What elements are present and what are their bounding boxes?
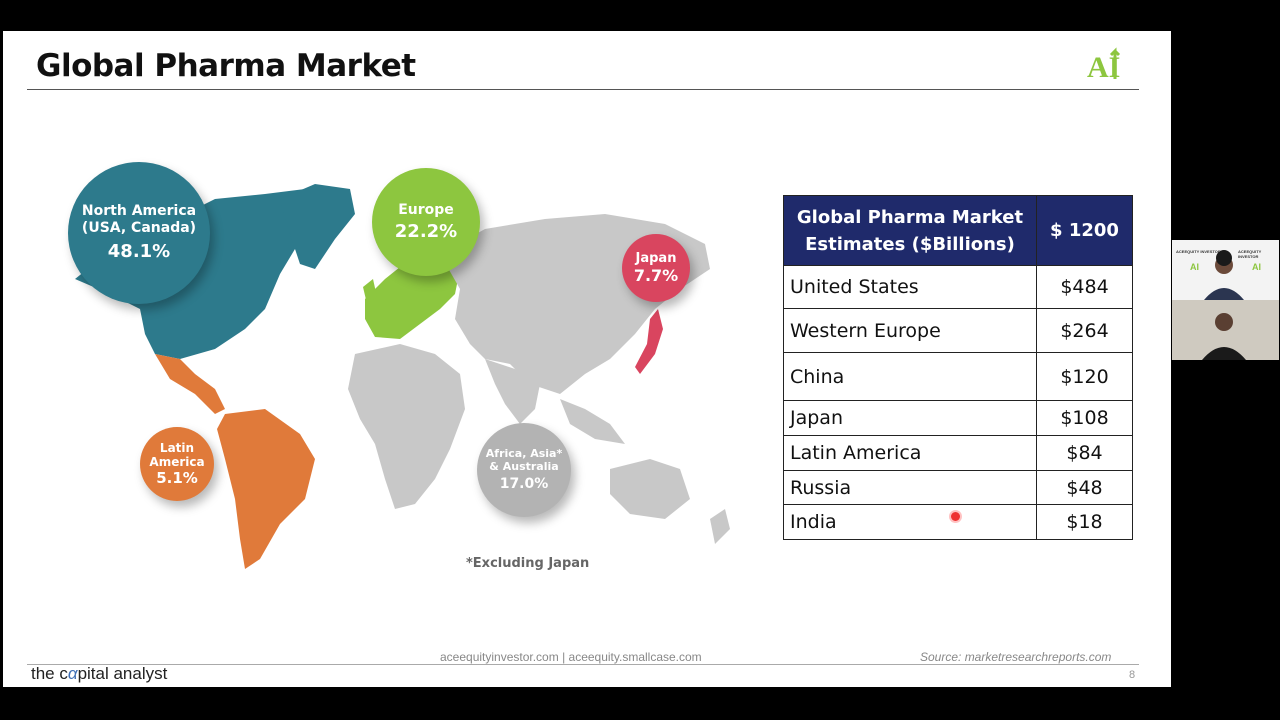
slide-title: Global Pharma Market xyxy=(36,48,416,84)
row-value: $120 xyxy=(1036,352,1133,401)
row-label: Western Europe xyxy=(783,308,1037,353)
page-number: 8 xyxy=(1129,669,1136,681)
japan-label: Japan xyxy=(635,250,677,266)
africa-asia-label: Africa, Asia* xyxy=(485,446,563,460)
webcam-tile-guest[interactable] xyxy=(1172,300,1279,360)
row-label: China xyxy=(783,352,1037,401)
table-header-label: Global Pharma Market Estimates ($Billion… xyxy=(783,195,1037,266)
row-label: United States xyxy=(783,265,1037,309)
map-japan xyxy=(635,309,663,374)
laser-pointer-icon xyxy=(951,512,960,521)
row-label: Japan xyxy=(783,400,1037,436)
cam-banner-text: ACEEQUITY INVESTOR xyxy=(1176,249,1221,254)
table-row: Japan $108 xyxy=(783,400,1133,436)
map-africa xyxy=(348,344,465,509)
table-row: India $18 xyxy=(783,504,1133,540)
map-south-america xyxy=(217,409,315,569)
table-row: China $120 xyxy=(783,352,1133,401)
latin-america-sublabel: America xyxy=(149,455,205,469)
brand-post: pital analyst xyxy=(77,664,168,683)
slide: Global Pharma Market AI North Ame xyxy=(3,31,1171,687)
latin-america-pct: 5.1% xyxy=(156,469,198,488)
brand-alpha: α xyxy=(67,664,78,683)
row-value: $484 xyxy=(1036,265,1133,309)
latin-america-bubble: Latin America 5.1% xyxy=(140,427,214,501)
row-label: Russia xyxy=(783,470,1037,505)
cam-logo-left: AI xyxy=(1190,262,1199,272)
footer-divider xyxy=(27,664,1139,665)
map-india xyxy=(485,359,540,424)
north-america-sublabel: (USA, Canada) xyxy=(81,220,197,237)
footer-source: Source: marketresearchreports.com xyxy=(920,650,1112,664)
host-avatar-icon xyxy=(1204,250,1244,300)
map-north-america xyxy=(75,189,335,359)
table-header-value: $ 1200 xyxy=(1036,195,1133,266)
row-value: $48 xyxy=(1036,470,1133,505)
table-row: Russia $48 xyxy=(783,470,1133,505)
world-map xyxy=(75,184,730,569)
japan-bubble: Japan 7.7% xyxy=(622,234,690,302)
latin-america-label: Latin xyxy=(159,440,195,455)
africa-asia-bubble: Africa, Asia* & Australia 17.0% xyxy=(477,423,571,517)
map-greenland xyxy=(280,184,355,269)
europe-bubble: Europe 22.2% xyxy=(372,168,480,276)
map-central-america xyxy=(155,354,225,414)
cam-banner-text-2: ACEEQUITY INVESTOR xyxy=(1238,249,1262,259)
row-value: $18 xyxy=(1036,504,1133,540)
table-row: Western Europe $264 xyxy=(783,308,1133,353)
map-europe xyxy=(365,254,460,339)
table-header-row: Global Pharma Market Estimates ($Billion… xyxy=(783,195,1133,266)
map-australia xyxy=(610,459,690,519)
japan-pct: 7.7% xyxy=(633,266,679,286)
footer-links: aceequityinvestor.com | aceequity.smallc… xyxy=(440,650,702,664)
footnote: *Excluding Japan xyxy=(466,556,590,571)
ace-logo-icon: AI xyxy=(1087,47,1120,83)
north-america-pct: 48.1% xyxy=(107,241,171,262)
row-value: $108 xyxy=(1036,400,1133,436)
brand-wordmark: the cαpital analyst xyxy=(31,664,167,684)
brand-pre: the c xyxy=(31,664,68,683)
africa-asia-sublabel: & Australia xyxy=(489,460,559,474)
map-new-zealand xyxy=(710,509,730,544)
row-label: India xyxy=(783,504,1037,540)
europe-label: Europe xyxy=(398,201,454,218)
table-row: Latin America $84 xyxy=(783,435,1133,471)
africa-asia-pct: 17.0% xyxy=(499,476,549,493)
north-america-label: North America xyxy=(81,203,197,220)
cam-logo-right: AI xyxy=(1252,262,1261,272)
title-divider xyxy=(27,89,1139,90)
north-america-bubble: North America (USA, Canada) 48.1% xyxy=(68,162,210,304)
webcam-tile-host[interactable]: ACEEQUITY INVESTOR ACEEQUITY INVESTOR AI… xyxy=(1172,240,1279,300)
row-value: $84 xyxy=(1036,435,1133,471)
market-table: Global Pharma Market Estimates ($Billion… xyxy=(783,195,1133,540)
row-value: $264 xyxy=(1036,308,1133,353)
row-label: Latin America xyxy=(783,435,1037,471)
guest-avatar-icon xyxy=(1172,300,1279,360)
map-se-asia xyxy=(560,399,625,444)
table-row: United States $484 xyxy=(783,265,1133,309)
europe-pct: 22.2% xyxy=(394,220,458,242)
map-uk xyxy=(363,279,377,304)
